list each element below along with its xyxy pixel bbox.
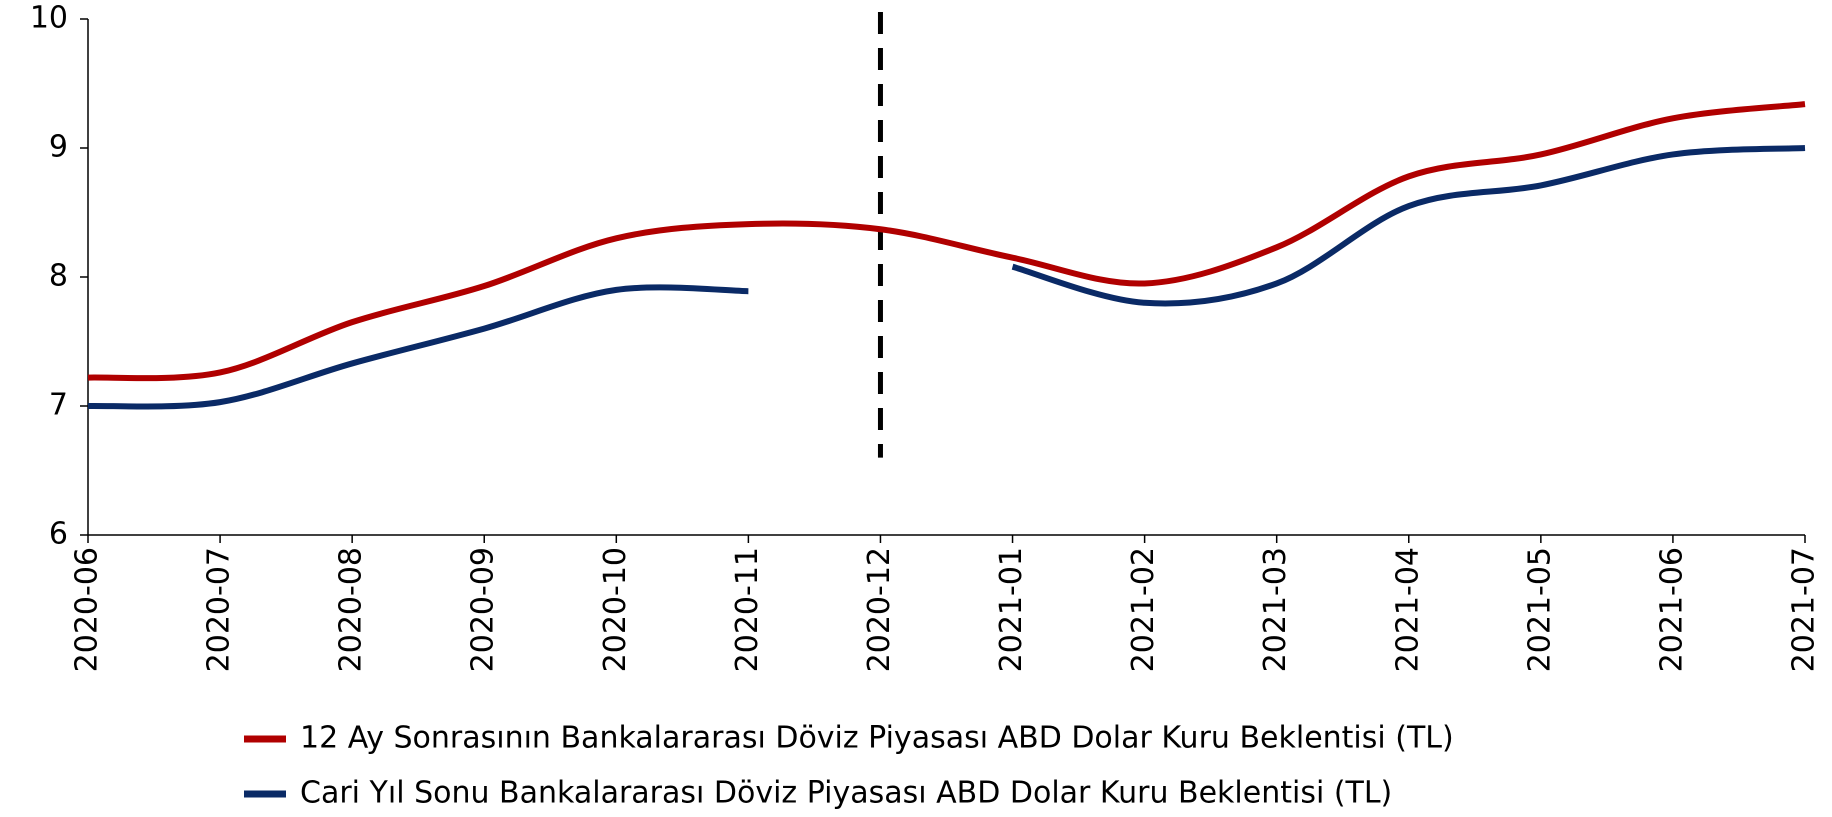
x-tick-label: 2021-06: [1654, 547, 1689, 672]
legend-label: 12 Ay Sonrasının Bankalararası Döviz Piy…: [300, 721, 1454, 756]
x-tick-label: 2020-10: [598, 547, 633, 672]
y-tick-label: 9: [49, 130, 68, 165]
y-tick-label: 6: [49, 517, 68, 552]
x-tick-label: 2021-01: [994, 547, 1029, 672]
x-tick-label: 2020-09: [466, 547, 501, 672]
x-tick-label: 2020-07: [202, 547, 237, 672]
x-tick-label: 2021-05: [1522, 547, 1557, 672]
x-tick-label: 2021-03: [1258, 547, 1293, 672]
x-tick-label: 2020-06: [70, 547, 105, 672]
y-tick-label: 8: [49, 259, 68, 294]
x-tick-label: 2021-02: [1126, 547, 1161, 672]
line-series: [87, 101, 1806, 382]
y-tick-label: 10: [30, 1, 68, 36]
x-tick-label: 2020-12: [862, 547, 897, 672]
x-tick-label: 2020-11: [730, 547, 765, 672]
x-tick-label: 2021-04: [1390, 547, 1425, 672]
y-tick-label: 7: [49, 388, 68, 423]
line-series: [87, 145, 1806, 410]
legend-label: Cari Yıl Sonu Bankalararası Döviz Piyasa…: [300, 776, 1392, 811]
x-tick-label: 2021-07: [1787, 547, 1822, 672]
x-tick-label: 2020-08: [334, 547, 369, 672]
